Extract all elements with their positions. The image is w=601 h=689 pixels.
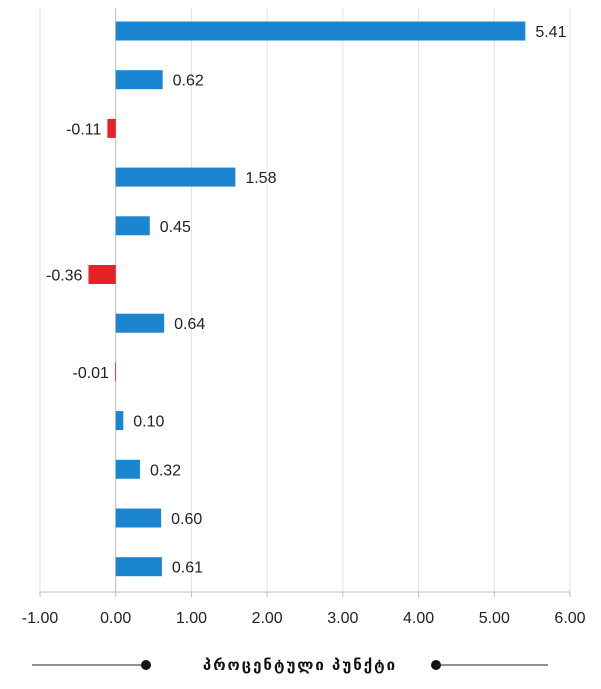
data-label: 0.10 xyxy=(133,414,164,431)
bar xyxy=(116,216,150,235)
data-label: -0.36 xyxy=(46,268,83,285)
x-tick-label: 5.00 xyxy=(479,610,510,627)
bar xyxy=(115,362,116,381)
bar xyxy=(116,314,164,333)
data-label: 0.60 xyxy=(171,511,202,528)
data-label: 0.61 xyxy=(172,560,203,577)
x-tick-label: 4.00 xyxy=(403,610,434,627)
data-label: 0.32 xyxy=(150,462,181,479)
bar xyxy=(116,460,140,479)
data-label: 0.45 xyxy=(160,219,191,236)
bar xyxy=(116,411,124,430)
data-label: -0.01 xyxy=(72,365,109,382)
x-tick-label: 0.00 xyxy=(100,610,131,627)
bar xyxy=(116,509,161,528)
data-label: 5.41 xyxy=(535,24,566,41)
bar xyxy=(116,557,162,576)
bars xyxy=(88,22,525,577)
x-tick-label: -1.00 xyxy=(22,610,59,627)
data-label: 1.58 xyxy=(245,170,276,187)
bar xyxy=(116,22,526,41)
x-tick-label: 2.00 xyxy=(252,610,283,627)
x-tick-label: 1.00 xyxy=(176,610,207,627)
grid-lines xyxy=(40,8,570,592)
x-tick-label: 3.00 xyxy=(327,610,358,627)
x-tick-label: 6.00 xyxy=(554,610,585,627)
data-labels: 5.41 0.62 -0.11 1.58 0.45 -0.36 0.64 -0.01 0.10 0… xyxy=(46,24,567,577)
x-axis-title: პროცენტული პუნქტი xyxy=(203,657,397,674)
x-axis-title-group: პროცენტული პუნქტი xyxy=(32,657,548,674)
bar xyxy=(107,119,115,138)
bar xyxy=(116,70,163,89)
data-label: -0.11 xyxy=(66,121,101,138)
bar xyxy=(88,265,115,284)
bar xyxy=(116,168,236,187)
x-axis-title-left-dot xyxy=(141,660,151,670)
data-label: 0.64 xyxy=(174,316,205,333)
data-label: 0.62 xyxy=(173,73,204,90)
x-axis: -1.00 0.00 1.00 2.00 3.00 4.00 5.00 6.00 xyxy=(22,592,586,627)
